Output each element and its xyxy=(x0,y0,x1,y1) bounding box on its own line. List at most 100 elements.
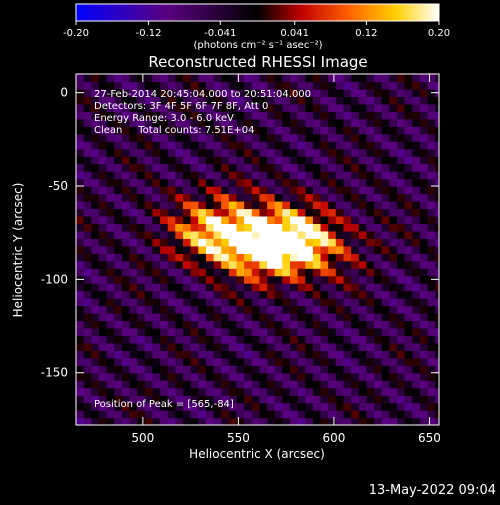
annotation-line: Energy Range: 3.0 - 6.0 keV xyxy=(94,113,234,124)
heatmap-cell xyxy=(366,230,375,239)
heatmap-cell xyxy=(114,141,123,150)
heatmap-cell xyxy=(381,81,390,90)
heatmap-cell xyxy=(381,223,390,232)
heatmap-cell xyxy=(114,148,123,157)
heatmap-cell xyxy=(183,111,192,120)
heatmap-cell xyxy=(328,215,337,224)
heatmap-cell xyxy=(228,260,237,269)
heatmap-cell xyxy=(121,283,131,292)
heatmap-cell xyxy=(435,290,439,299)
heatmap-cell xyxy=(221,283,230,292)
heatmap-cell xyxy=(435,230,439,239)
heatmap-cell xyxy=(282,290,291,299)
heatmap-cell xyxy=(137,395,146,404)
heatmap-cell xyxy=(98,156,108,165)
heatmap-cell xyxy=(381,395,390,404)
heatmap-cell xyxy=(435,245,439,254)
heatmap-cell xyxy=(114,320,123,329)
heatmap-cell xyxy=(183,283,192,292)
heatmap-cell xyxy=(83,260,92,269)
heatmap-cell xyxy=(335,327,344,336)
heatmap-cell xyxy=(290,387,299,396)
heatmap-cell xyxy=(152,298,161,307)
heatmap-cell xyxy=(175,357,184,366)
heatmap-cell xyxy=(167,320,176,329)
heatmap-cell xyxy=(404,275,413,284)
heatmap-cell xyxy=(259,74,268,83)
heatmap-cell xyxy=(183,178,192,187)
heatmap-cell xyxy=(106,186,115,195)
heatmap-cell xyxy=(297,156,306,165)
heatmap-cell xyxy=(144,238,153,247)
heatmap-cell xyxy=(358,387,367,396)
heatmap-cell xyxy=(389,320,398,329)
heatmap-cell xyxy=(91,335,100,344)
heatmap-cell xyxy=(366,253,375,262)
heatmap-cell xyxy=(351,208,360,217)
heatmap-cell xyxy=(144,133,153,142)
heatmap-cell xyxy=(114,290,123,299)
heatmap-cell xyxy=(205,268,215,277)
heatmap-cell xyxy=(343,327,352,336)
heatmap-cell xyxy=(267,290,276,299)
heatmap-cell xyxy=(251,395,260,404)
heatmap-cell xyxy=(381,245,390,254)
heatmap-cell xyxy=(435,208,439,217)
heatmap-cell xyxy=(435,238,439,247)
heatmap-cell xyxy=(221,410,230,419)
heatmap-cell xyxy=(83,417,92,425)
heatmap-cell xyxy=(419,156,429,165)
heatmap-cell xyxy=(274,193,283,202)
heatmap-cell xyxy=(251,275,260,284)
heatmap-cell xyxy=(427,283,436,292)
heatmap-cell xyxy=(366,275,375,284)
heatmap-cell xyxy=(106,193,115,202)
heatmap-cell xyxy=(129,230,138,239)
heatmap-cell xyxy=(267,327,276,336)
heatmap-cell xyxy=(389,186,398,195)
heatmap-cell xyxy=(282,88,291,97)
heatmap-cell xyxy=(205,208,215,217)
heatmap-cell xyxy=(374,410,383,419)
heatmap-cell xyxy=(290,298,299,307)
heatmap-cell xyxy=(144,126,153,135)
heatmap-cell xyxy=(435,313,439,322)
heatmap-cell xyxy=(121,148,131,157)
heatmap-cell xyxy=(412,417,421,425)
heatmap-cell xyxy=(267,380,276,389)
heatmap-cell xyxy=(389,223,398,232)
heatmap-cell xyxy=(183,342,192,351)
heatmap-cell xyxy=(76,103,85,112)
heatmap-cell xyxy=(366,410,375,419)
heatmap-cell xyxy=(274,103,283,112)
heatmap-cell xyxy=(213,357,222,366)
heatmap-cell xyxy=(91,298,100,307)
heatmap-cell xyxy=(205,283,215,292)
heatmap-cell xyxy=(374,74,383,83)
heatmap-cell xyxy=(198,193,207,202)
heatmap-cell xyxy=(397,402,406,411)
colorbar-tick-label: -0.12 xyxy=(136,28,162,39)
heatmap-cell xyxy=(343,74,352,83)
heatmap-cell xyxy=(427,335,436,344)
heatmap-cell xyxy=(106,417,115,425)
heatmap-cell xyxy=(83,387,92,396)
colorbar-tick-label: 0.041 xyxy=(280,28,309,39)
heatmap-cell xyxy=(366,215,375,224)
heatmap-cell xyxy=(404,111,413,120)
heatmap-cell xyxy=(129,410,138,419)
heatmap-cell xyxy=(397,372,406,381)
heatmap-cell xyxy=(106,156,115,165)
heatmap-cell xyxy=(397,320,406,329)
heatmap-cell xyxy=(106,178,115,187)
heatmap-cell xyxy=(175,81,184,90)
heatmap-cell xyxy=(305,298,314,307)
heatmap-cell xyxy=(397,74,406,83)
heatmap-cell xyxy=(404,410,413,419)
heatmap-cell xyxy=(137,111,146,120)
heatmap-cell xyxy=(305,335,314,344)
heatmap-cell xyxy=(244,417,253,425)
heatmap-cell xyxy=(274,342,283,351)
heatmap-cell xyxy=(205,148,215,157)
heatmap-cell xyxy=(198,313,207,322)
